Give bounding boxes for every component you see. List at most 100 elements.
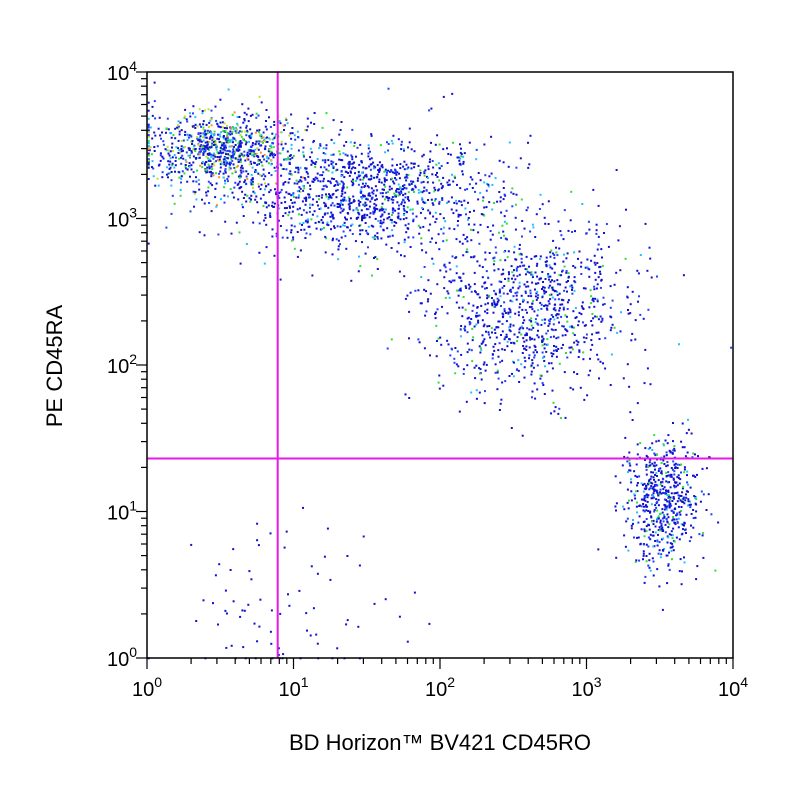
event-point [282,215,285,217]
event-point [516,340,519,342]
event-point [512,281,515,284]
event-point [528,271,531,274]
event-point [629,303,632,306]
event-point [459,335,462,338]
event-point [367,186,370,189]
event-point [297,171,300,174]
event-point [605,223,608,225]
event-point [417,289,420,292]
event-point [156,145,159,148]
event-point [367,246,369,249]
event-point [180,139,183,142]
event-point [532,366,535,369]
event-point [518,247,521,250]
event-point [241,167,244,170]
event-point [343,224,346,227]
event-point [210,135,213,138]
event-point [537,282,540,285]
event-point [376,237,379,240]
event-point [530,370,533,373]
event-point [501,359,504,362]
event-point [688,540,691,543]
event-point [672,516,675,518]
event-point [555,349,558,352]
event-point [585,333,588,336]
event-point [344,218,347,221]
event-point [676,476,679,479]
event-point [204,141,207,144]
event-point [381,202,384,205]
event-point [202,599,205,602]
event-point [413,162,416,165]
event-point [705,467,708,470]
event-point [248,150,251,153]
event-point [242,155,245,158]
event-point [305,129,308,132]
event-point [374,209,376,212]
event-point [460,325,463,327]
event-point [400,140,403,143]
event-point [371,274,373,277]
event-point [210,144,213,147]
event-point [204,168,207,171]
event-point [558,274,561,276]
event-point [551,286,554,289]
event-point [393,224,396,227]
event-point [573,341,576,344]
event-point [663,498,666,501]
event-point [480,304,483,307]
event-point [660,553,663,556]
event-point [233,137,236,140]
event-point [373,202,376,205]
event-point [531,337,533,340]
event-point [197,139,200,142]
event-point [336,189,339,191]
event-point [203,163,206,166]
event-point [255,140,258,143]
event-point [279,131,282,134]
event-point [161,155,164,158]
event-point [340,202,342,204]
event-point [387,143,390,145]
event-point [265,128,268,131]
event-point [645,454,648,457]
event-point [390,338,393,341]
event-point [543,305,546,307]
event-point [397,242,400,245]
event-point [386,141,388,144]
event-point [503,215,506,218]
event-point [525,345,528,348]
event-point [688,503,691,506]
event-point [681,500,683,503]
event-point [493,260,496,263]
event-point [190,150,193,153]
event-point [373,257,375,259]
event-point [661,549,664,551]
event-point [694,502,697,505]
event-point [207,190,210,193]
event-point [288,604,291,607]
event-point [662,520,665,523]
event-point [357,216,360,219]
event-point [219,135,222,138]
event-point [321,159,324,162]
event-point [654,468,656,471]
event-point [683,522,686,525]
event-point [381,188,384,191]
event-point [501,286,504,289]
x-axis-label: BD Horizon™ BV421 CD45RO [289,730,591,755]
event-point [599,265,602,268]
event-point [559,303,562,306]
event-point [503,285,506,287]
event-point [199,164,202,167]
event-point [237,131,240,134]
event-point [463,199,466,202]
event-point [218,152,220,155]
event-point [231,159,234,162]
event-point [346,218,348,221]
event-point [263,219,266,222]
event-point [170,179,173,182]
event-point [314,221,317,224]
event-point [459,288,462,291]
event-point [588,228,591,231]
